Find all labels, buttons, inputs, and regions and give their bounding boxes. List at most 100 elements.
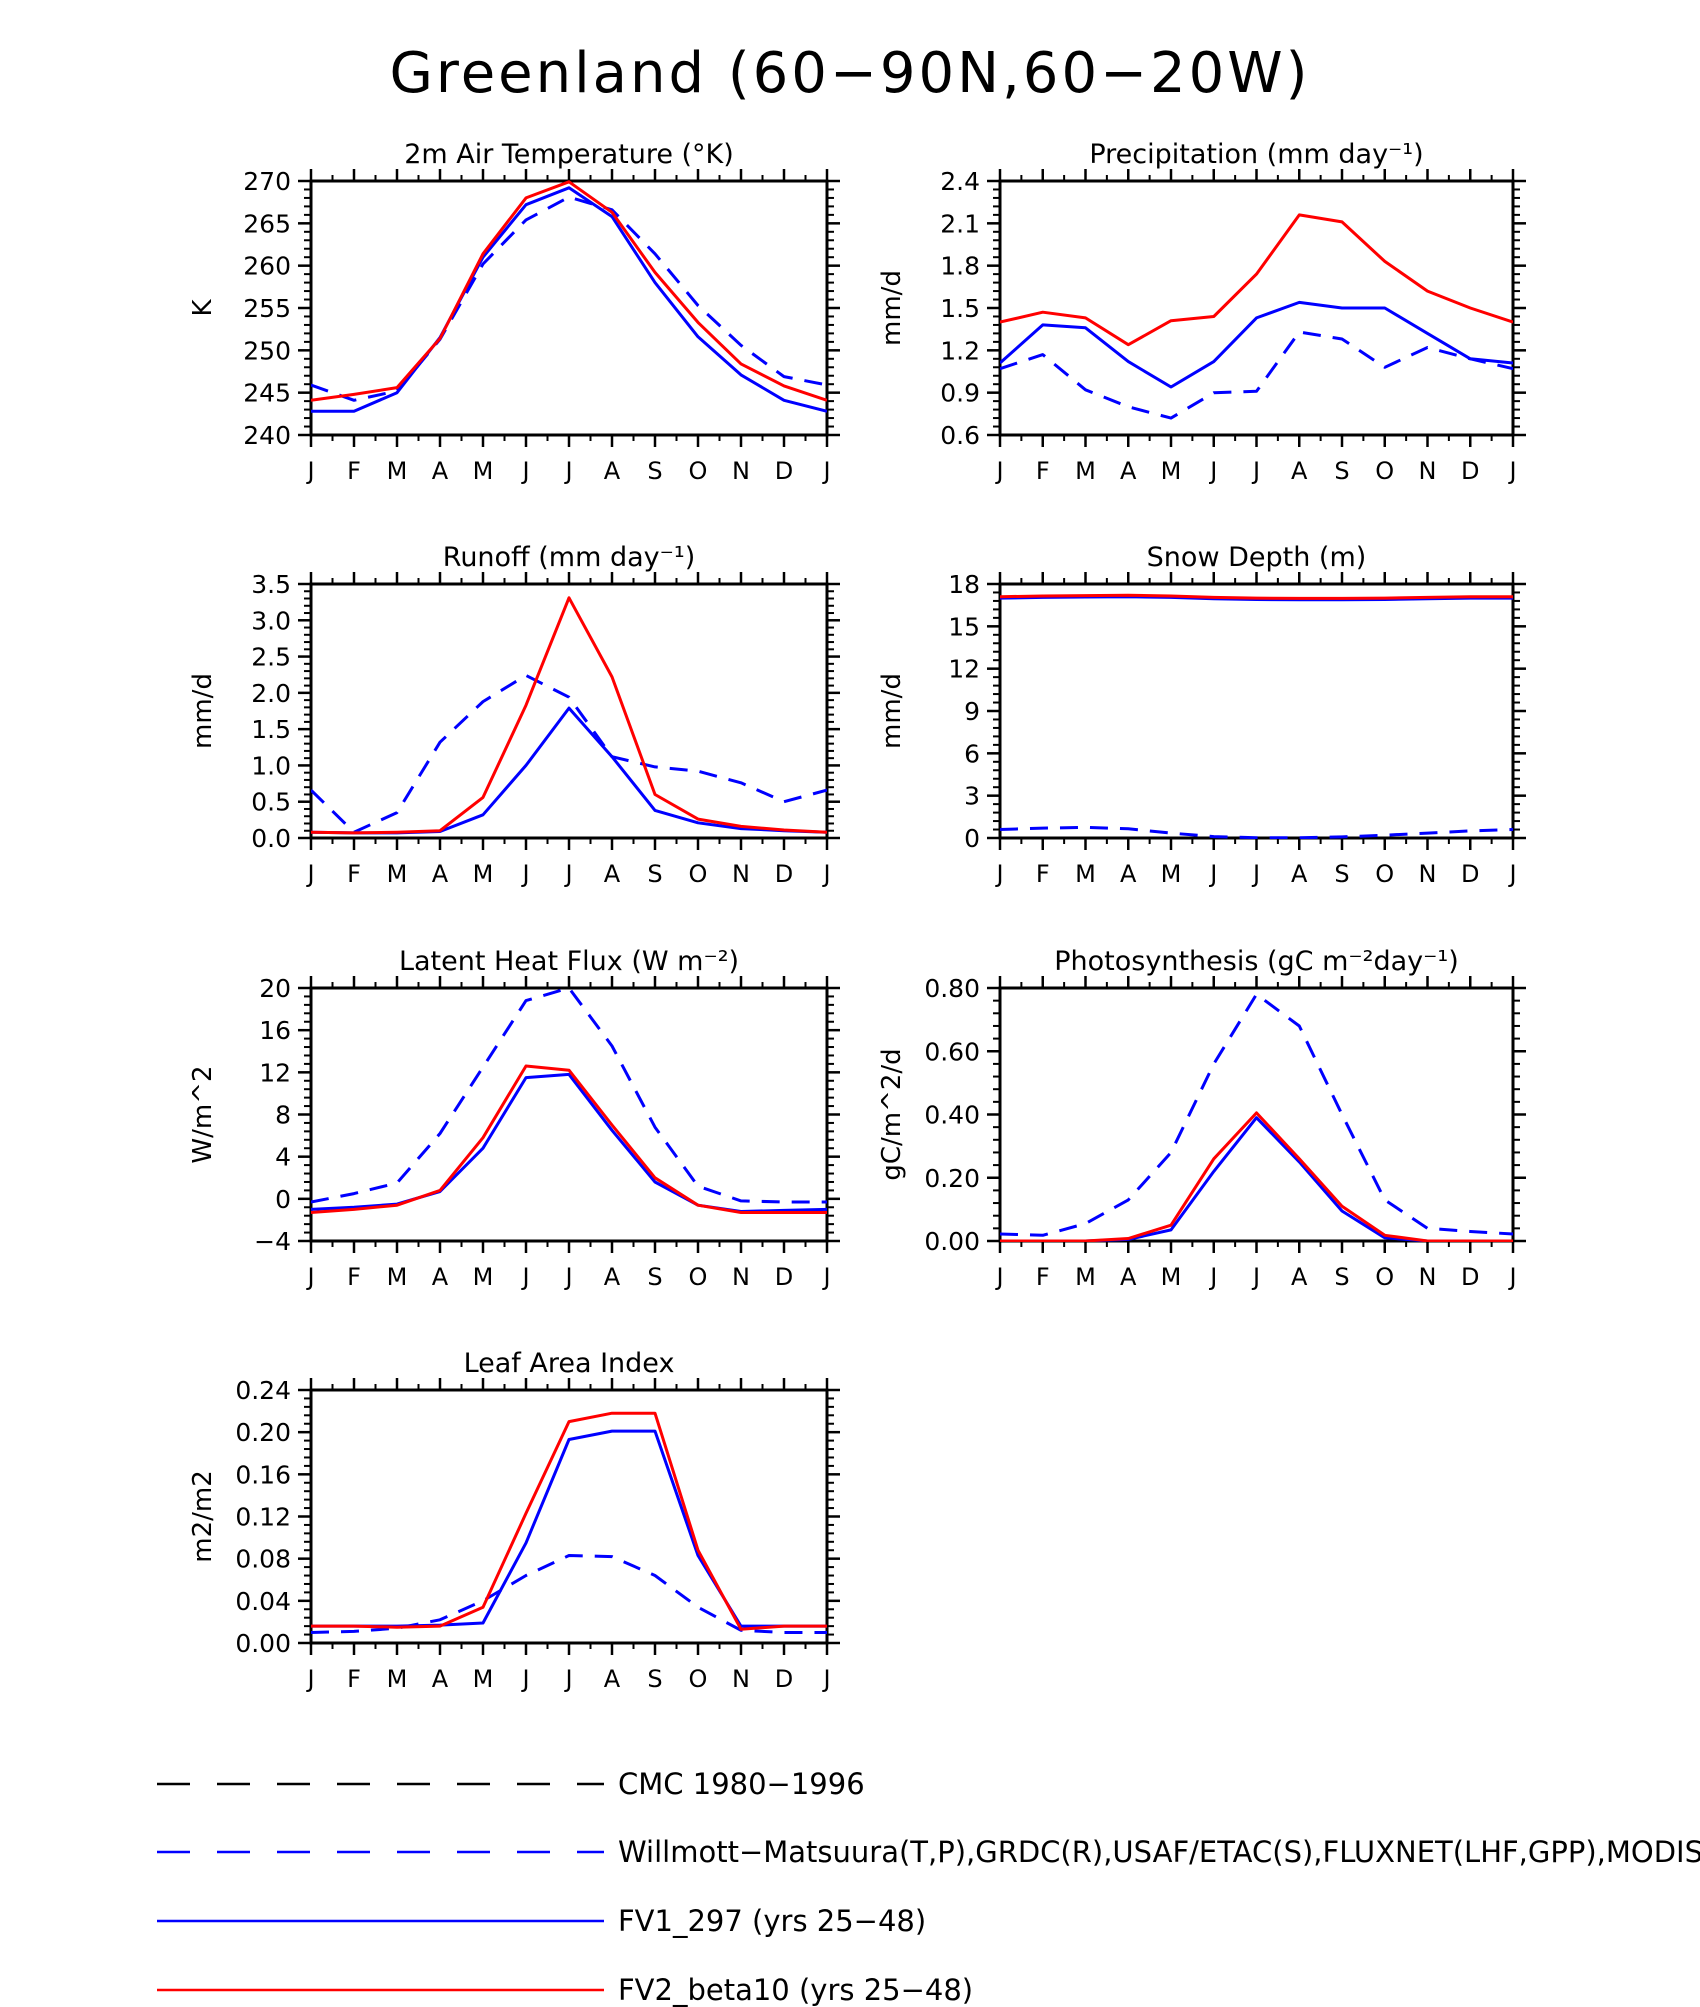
x-tick-label: F bbox=[1036, 860, 1050, 888]
series-line-fluxnet-obs bbox=[311, 987, 827, 1204]
y-tick-label: 6 bbox=[964, 739, 980, 768]
y-tick-label: 2.0 bbox=[251, 679, 291, 708]
y-axis-label: gC/m^2/d bbox=[877, 1048, 907, 1180]
plot-frame bbox=[309, 582, 829, 840]
series-line-willmott-matsuura-obs bbox=[1000, 330, 1513, 420]
y-tick-label: 265 bbox=[243, 209, 291, 238]
x-tick-label: A bbox=[432, 1665, 449, 1693]
x-tick-label: J bbox=[1251, 860, 1260, 888]
x-tick-label: J bbox=[305, 1263, 314, 1291]
series-line-fv1-297 bbox=[311, 1429, 827, 1628]
x-tick-label: N bbox=[1419, 457, 1437, 485]
x-tick-label: J bbox=[563, 860, 572, 888]
legend-entry: FV1_297 (yrs 25−48) bbox=[157, 1904, 926, 1938]
y-tick-label: 0.00 bbox=[235, 1629, 291, 1658]
x-tick-label: N bbox=[1419, 860, 1437, 888]
series-line-fv1-297 bbox=[311, 706, 827, 835]
x-tick-label: J bbox=[821, 860, 830, 888]
plot-frame bbox=[998, 179, 1515, 437]
series-line-fv2-beta10 bbox=[311, 596, 827, 835]
legend: CMC 1980−1996 Willmott−Matsuura(T,P),GRDC… bbox=[157, 1767, 1700, 2007]
x-tick-label: M bbox=[473, 860, 494, 888]
y-tick-label: 0 bbox=[964, 824, 980, 853]
x-tick-label: F bbox=[347, 457, 361, 485]
x-tick-label: M bbox=[1075, 457, 1096, 485]
x-tick-label: A bbox=[604, 1263, 621, 1291]
x-tick-label: A bbox=[604, 860, 621, 888]
x-tick-label: J bbox=[520, 1665, 529, 1693]
panel-title: Latent Heat Flux (W m⁻²) bbox=[399, 946, 739, 977]
x-tick-label: M bbox=[387, 1263, 408, 1291]
x-tick-label: M bbox=[387, 860, 408, 888]
y-tick-label: 16 bbox=[259, 1016, 291, 1045]
y-tick-label: 8 bbox=[275, 1101, 291, 1130]
x-tick-label: J bbox=[994, 1263, 1003, 1291]
x-tick-label: A bbox=[432, 457, 449, 485]
x-tick-label: M bbox=[473, 1263, 494, 1291]
x-tick-label: S bbox=[647, 1263, 662, 1291]
x-tick-label: J bbox=[520, 1263, 529, 1291]
panel-gpp: J F M A M J J A S O N D J0.000.200.400.600.80Photosy… bbox=[877, 946, 1526, 1291]
series-line-fv1-297 bbox=[311, 1072, 827, 1213]
x-tick-label: O bbox=[689, 860, 708, 888]
y-tick-label: 0.60 bbox=[924, 1037, 980, 1066]
x-tick-label: M bbox=[1075, 860, 1096, 888]
x-tick-label: J bbox=[305, 1665, 314, 1693]
x-tick-label: S bbox=[1334, 1263, 1349, 1291]
y-tick-label: 2.5 bbox=[251, 643, 291, 672]
y-tick-label: 12 bbox=[259, 1058, 291, 1087]
x-tick-label: O bbox=[689, 1263, 708, 1291]
series-line-grdc-obs bbox=[311, 673, 827, 834]
x-tick-label: J bbox=[520, 457, 529, 485]
y-tick-label: 15 bbox=[948, 612, 980, 641]
y-tick-label: 20 bbox=[259, 974, 291, 1003]
x-tick-label: A bbox=[1120, 1263, 1137, 1291]
plot-frame bbox=[309, 1388, 829, 1645]
y-tick-label: 2.4 bbox=[940, 167, 980, 196]
y-tick-label: 0.0 bbox=[251, 824, 291, 853]
x-tick-label: A bbox=[432, 1263, 449, 1291]
series-line-fv2-beta10 bbox=[311, 1064, 827, 1214]
y-tick-label: 2.1 bbox=[940, 209, 980, 238]
y-tick-label: 3.5 bbox=[251, 570, 291, 599]
x-tick-label: J bbox=[305, 457, 314, 485]
x-tick-label: O bbox=[689, 1665, 708, 1693]
y-tick-label: 0.20 bbox=[235, 1418, 291, 1447]
y-tick-label: 0.04 bbox=[235, 1587, 291, 1616]
x-tick-label: N bbox=[732, 1263, 750, 1291]
x-tick-label: J bbox=[1208, 860, 1217, 888]
x-tick-label: D bbox=[775, 457, 793, 485]
x-tick-label: A bbox=[604, 1665, 621, 1693]
x-tick-label: F bbox=[347, 1665, 361, 1693]
x-tick-label: J bbox=[1507, 1263, 1516, 1291]
x-tick-label: N bbox=[732, 860, 750, 888]
series-line-fv2-beta10 bbox=[1000, 213, 1513, 347]
y-tick-label: 1.5 bbox=[940, 294, 980, 323]
legend-entry: Willmott−Matsuura(T,P),GRDC(R),USAF/ETAC… bbox=[157, 1835, 1700, 1869]
y-tick-label: 240 bbox=[243, 421, 291, 450]
y-tick-label: 270 bbox=[243, 167, 291, 196]
panel-title: 2m Air Temperature (°K) bbox=[404, 139, 734, 170]
x-tick-label: N bbox=[732, 1665, 750, 1693]
x-tick-label: A bbox=[1120, 860, 1137, 888]
x-tick-label: M bbox=[1161, 457, 1182, 485]
series-line-fv2-beta10 bbox=[311, 180, 827, 402]
legend-label: FV2_beta10 (yrs 25−48) bbox=[618, 1973, 973, 2007]
x-tick-label: J bbox=[563, 457, 572, 485]
series-line-usaf-etac-obs bbox=[1000, 825, 1513, 839]
series-line-fv2-beta10 bbox=[1000, 1111, 1513, 1242]
x-tick-label: O bbox=[1375, 860, 1394, 888]
x-tick-label: F bbox=[1036, 1263, 1050, 1291]
panel-title: Leaf Area Index bbox=[464, 1348, 675, 1379]
y-tick-label: 1.0 bbox=[251, 751, 291, 780]
x-tick-label: J bbox=[1251, 1263, 1260, 1291]
x-tick-label: A bbox=[432, 860, 449, 888]
x-tick-label: S bbox=[647, 860, 662, 888]
x-tick-label: D bbox=[775, 1263, 793, 1291]
x-tick-label: D bbox=[775, 1665, 793, 1693]
y-tick-label: 3 bbox=[964, 782, 980, 811]
panel-title: Photosynthesis (gC m⁻²day⁻¹) bbox=[1054, 946, 1458, 977]
x-tick-label: M bbox=[473, 457, 494, 485]
